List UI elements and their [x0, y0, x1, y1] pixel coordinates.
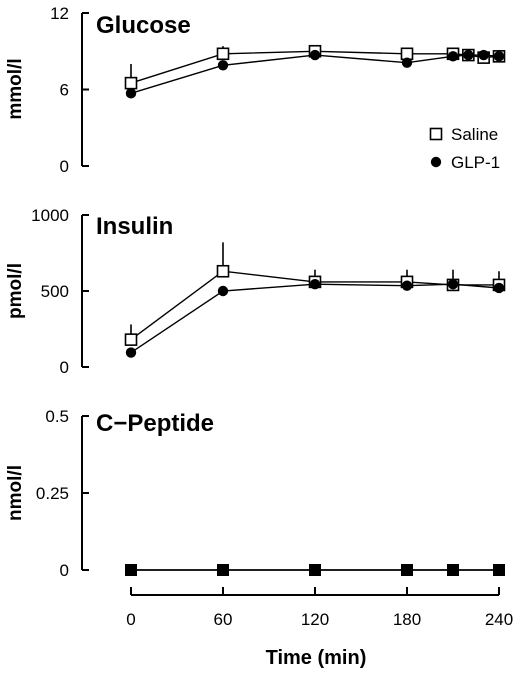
panel-3: 0 0.25 0.5 nmol/l C−Peptide 0 60 120 180 240 [5, 407, 513, 629]
y-tick-label: 0 [60, 358, 69, 377]
panel-title: C−Peptide [96, 410, 214, 437]
legend-label: Saline [451, 125, 498, 144]
series-line-glp-1 [130, 54, 500, 94]
panel-title: Glucose [96, 12, 191, 39]
data-point-glp-1 [401, 57, 413, 68]
data-point-glp-1 [401, 564, 413, 576]
series-line-glp-1 [130, 283, 500, 354]
x-tick-label: 60 [214, 610, 233, 629]
data-point-glp-1 [493, 51, 505, 62]
data-point-saline [124, 76, 138, 90]
data-point-saline [216, 264, 230, 278]
data-point-glp-1 [309, 564, 321, 576]
panel-1: 0 6 12 mmol/l Glucose Saline GLP-1 [5, 4, 506, 176]
data-point-glp-1 [463, 49, 474, 61]
y-axis-label: nmol/l [5, 465, 26, 521]
data-point-glp-1 [447, 564, 459, 576]
data-point-glp-1 [125, 88, 137, 99]
y-axis-label: pmol/l [5, 263, 26, 319]
y-axis-label: mmol/l [5, 58, 26, 119]
y-tick-label: 0.25 [36, 484, 69, 503]
data-point-glp-1 [401, 280, 413, 291]
data-point-glp-1 [217, 285, 229, 297]
legend-marker [429, 127, 443, 141]
data-point-glp-1 [125, 347, 137, 358]
legend: Saline GLP-1 [429, 125, 500, 172]
data-point-saline [124, 333, 138, 346]
x-tick-label: 0 [126, 610, 135, 629]
data-point-glp-1 [125, 564, 137, 576]
x-tick-label: 120 [301, 610, 329, 629]
data-point-glp-1 [478, 49, 489, 61]
y-tick-label: 500 [41, 282, 69, 301]
data-point-glp-1 [447, 278, 459, 290]
legend-label: GLP-1 [451, 153, 500, 172]
panels: 0 6 12 mmol/l Glucose Saline GLP-1 0 500 1000 pmol… [5, 4, 513, 629]
x-tick-label: 240 [485, 610, 513, 629]
y-tick-label: 0 [60, 561, 69, 580]
data-point-glp-1 [217, 60, 229, 71]
y-tick-label: 0.5 [45, 407, 69, 426]
data-point-glp-1 [309, 49, 321, 61]
x-tick-label: 180 [393, 610, 421, 629]
data-point-glp-1 [493, 282, 505, 294]
data-point-glp-1 [309, 278, 321, 290]
legend-marker [430, 156, 442, 168]
y-tick-label: 0 [60, 157, 69, 176]
y-tick-label: 1000 [31, 206, 69, 225]
data-point-glp-1 [493, 564, 505, 576]
data-point-glp-1 [447, 51, 459, 62]
panel-2: 0 500 1000 pmol/l Insulin [5, 206, 506, 377]
panel-title: Insulin [96, 213, 173, 240]
y-tick-label: 6 [60, 81, 69, 100]
y-tick-label: 12 [50, 4, 69, 23]
x-axis-label: Time (min) [266, 647, 367, 669]
data-point-saline [216, 47, 230, 61]
data-point-glp-1 [217, 564, 229, 576]
